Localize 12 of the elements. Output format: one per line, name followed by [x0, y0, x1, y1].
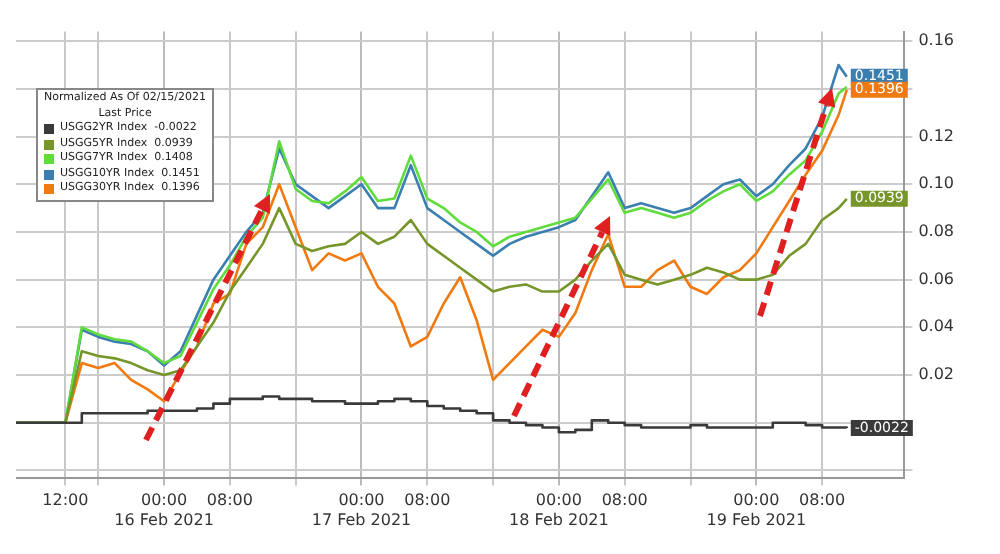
- y-tick-label: 0.06: [918, 269, 954, 288]
- y-tick-label: 0.02: [918, 365, 954, 384]
- y-tick-label: 0.10: [918, 174, 954, 193]
- y-tick-label: 0.16: [918, 31, 954, 50]
- y-tick-label: 0.08: [918, 222, 954, 241]
- x-tick-label: 08:00: [799, 491, 846, 510]
- x-tick-label: 08:00: [206, 491, 253, 510]
- x-tick-label: 08:00: [404, 491, 451, 510]
- x-tick-label: 08:00: [601, 491, 648, 510]
- y-tick-label: 0.04: [918, 317, 954, 336]
- x-tick-label: 12:00: [42, 491, 89, 510]
- y-tick-label: 0.12: [918, 126, 954, 145]
